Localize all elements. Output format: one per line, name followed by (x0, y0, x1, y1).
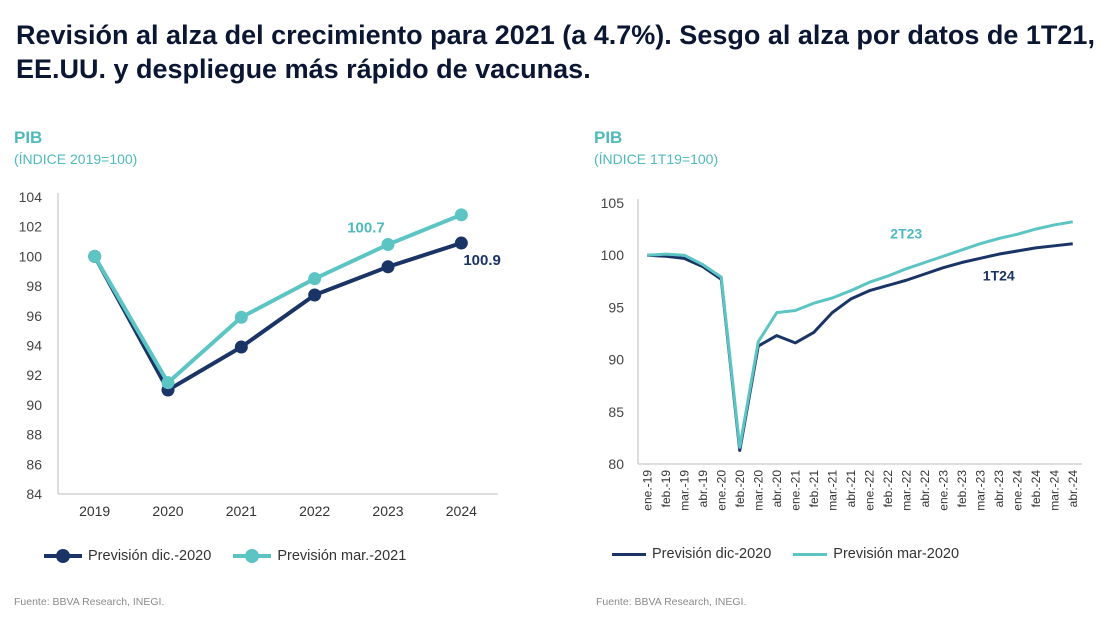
y-tick-label: 95 (608, 299, 624, 315)
x-tick-label: mar.-22 (899, 470, 913, 511)
legend-item-dic-2020: Previsión dic-2020 (612, 546, 771, 562)
x-tick-label: 2024 (446, 503, 477, 519)
data-point-1 (454, 208, 468, 222)
data-point-0 (234, 340, 248, 354)
data-label: 100.9 (463, 252, 501, 269)
legend-swatch-teal (793, 552, 828, 556)
x-tick-label: abr.-23 (992, 470, 1006, 508)
x-tick-label: 2023 (372, 503, 403, 519)
legend-label: Previsión dic.-2020 (88, 548, 212, 564)
x-tick-label: mar.-24 (1047, 470, 1061, 511)
data-point-1 (161, 376, 175, 390)
x-tick-label: mar.-20 (751, 470, 765, 511)
x-tick-label: 2021 (226, 503, 257, 519)
x-tick-label: feb.-24 (1029, 470, 1043, 508)
left-gdp-chart: 84 86 88 90 92 94 96 98 100 102 104 2019 2020 2021 202… (19, 189, 501, 519)
y-tick-label: 80 (608, 456, 624, 472)
y-tick-label: 104 (19, 189, 43, 205)
right-source: Fuente: BBVA Research, INEGI. (596, 596, 747, 608)
data-point-1 (308, 272, 322, 286)
data-point-0 (381, 260, 395, 274)
y-tick-label: 96 (26, 308, 42, 324)
x-tick-label: ene.-22 (862, 470, 876, 511)
x-tick-label: mar.-19 (677, 470, 691, 511)
y-tick-label: 84 (26, 486, 42, 502)
y-tick-label: 98 (26, 278, 42, 294)
x-tick-label: abr.-21 (844, 470, 858, 508)
right-legend: Previsión dic-2020 Previsión mar-2020 (612, 546, 981, 562)
y-tick-label: 94 (26, 338, 42, 354)
x-tick-label: 2019 (79, 503, 110, 519)
series-line-1 (92, 212, 463, 385)
legend-label: Previsión mar.-2021 (277, 548, 407, 564)
left-chart-subtitle: (ÍNDICE 2019=100) (14, 151, 138, 167)
y-tick-label: 92 (26, 367, 42, 383)
left-source: Fuente: BBVA Research, INEGI. (14, 596, 165, 608)
right-gdp-chart: 80 85 90 95 100 105 ene.-19 feb.-19 mar.-19 abr.-… (601, 195, 1082, 511)
data-point-1 (88, 249, 102, 263)
x-tick-label: ene.-23 (936, 470, 950, 511)
y-tick-label: 90 (608, 352, 624, 368)
y-tick-label: 102 (19, 219, 43, 235)
x-tick-label: 2022 (299, 503, 330, 519)
legend-swatch-teal (233, 549, 272, 563)
right-chart-subtitle: (ÍNDICE 1T19=100) (594, 151, 719, 167)
series-line-0 (92, 241, 462, 393)
x-tick-label: feb.-19 (659, 470, 673, 508)
legend-label: Previsión dic-2020 (652, 546, 772, 562)
series-line-1 (647, 220, 1074, 449)
x-tick-label: 2020 (152, 503, 183, 519)
legend-item-dic-2020: Previsión dic.-2020 (44, 548, 211, 564)
x-tick-label: mar.-23 (973, 470, 987, 511)
x-tick-label: ene.-19 (640, 470, 654, 511)
legend-swatch-dark (44, 549, 82, 563)
y-tick-label: 86 (26, 456, 42, 472)
data-label: 1T24 (983, 267, 1015, 283)
legend-label: Previsión mar-2020 (833, 546, 960, 562)
y-tick-label: 85 (608, 404, 624, 420)
x-tick-label: abr.-20 (770, 470, 784, 508)
y-tick-label: 88 (26, 427, 42, 443)
data-label: 100.7 (347, 220, 385, 237)
legend-swatch-dark (612, 552, 646, 556)
x-tick-label: feb.-21 (807, 470, 821, 508)
x-tick-label: feb.-22 (881, 470, 895, 508)
x-tick-label: abr.-24 (1066, 470, 1080, 508)
x-tick-label: abr.-19 (696, 470, 710, 508)
legend-item-mar-2021: Previsión mar.-2021 (233, 548, 406, 564)
y-tick-label: 105 (601, 195, 625, 211)
x-tick-label: mar.-21 (825, 470, 839, 511)
series-line-0 (647, 242, 1073, 452)
x-tick-label: ene.-24 (1010, 470, 1024, 511)
page-title: Revisión al alza del crecimiento para 20… (16, 20, 1095, 84)
y-tick-label: 100 (601, 247, 625, 263)
left-chart-title: PIB (14, 128, 43, 147)
right-chart-title: PIB (594, 128, 623, 147)
x-tick-label: feb.-23 (955, 470, 969, 508)
x-tick-label: feb.-20 (733, 470, 747, 508)
y-tick-label: 90 (26, 397, 42, 413)
x-tick-label: abr.-22 (918, 470, 932, 508)
data-point-1 (381, 238, 395, 252)
y-tick-label: 100 (19, 248, 43, 264)
data-label: 2T23 (890, 225, 922, 241)
data-point-0 (454, 236, 468, 250)
legend-item-mar-2020: Previsión mar-2020 (793, 546, 959, 562)
data-point-1 (234, 310, 248, 324)
data-point-0 (308, 288, 322, 302)
x-tick-label: ene.-21 (788, 470, 802, 511)
x-tick-label: ene.-20 (714, 470, 728, 511)
left-legend: Previsión dic.-2020 Previsión mar.-2021 (44, 548, 428, 564)
